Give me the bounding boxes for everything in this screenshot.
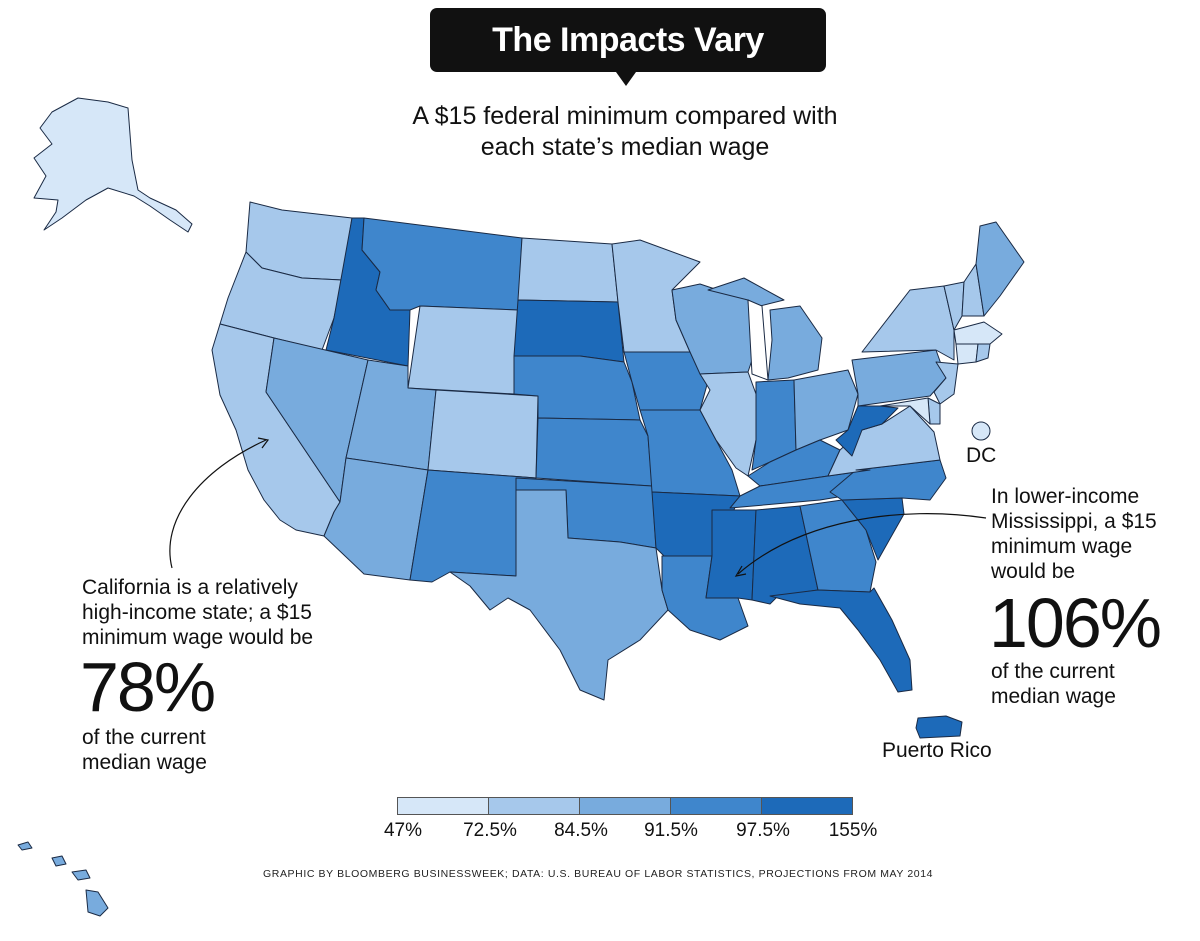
- state-OR[interactable]: [219, 251, 343, 351]
- ca-note-line-2: high-income state; a $15: [82, 601, 312, 624]
- ca-note-line-4: of the current: [82, 726, 206, 749]
- legend-tick-4: 91.5%: [644, 820, 698, 841]
- ca-note-value: 78%: [80, 648, 216, 726]
- legend-tick-2: 72.5%: [463, 820, 517, 841]
- ms-note-line-5: of the current: [991, 660, 1115, 683]
- state-SD[interactable]: [513, 299, 625, 363]
- california-arrowhead: [257, 437, 270, 449]
- state-HI-3[interactable]: [71, 869, 91, 881]
- state-KS[interactable]: [535, 417, 653, 487]
- state-MS[interactable]: [705, 509, 757, 601]
- legend-swatch-5: [761, 797, 853, 815]
- ms-note-line-1: In lower-income: [991, 485, 1140, 508]
- ca-note-line-1: California is a relatively: [82, 576, 298, 599]
- state-ND[interactable]: [517, 237, 619, 303]
- state-IL[interactable]: [699, 371, 757, 477]
- mississippi-arrowhead: [734, 565, 747, 577]
- state-CT[interactable]: [955, 343, 979, 365]
- ms-note-line-4: would be: [991, 560, 1076, 583]
- state-HI-4[interactable]: [85, 889, 109, 917]
- state-NY[interactable]: [861, 285, 955, 361]
- state-RI[interactable]: [975, 343, 991, 363]
- state-MI[interactable]: [767, 305, 823, 381]
- legend-swatch-4: [670, 797, 762, 815]
- state-MD[interactable]: [879, 397, 931, 425]
- lake-michigan: [747, 299, 769, 381]
- legend-bar: [397, 797, 853, 815]
- title-box: The Impacts Vary: [430, 8, 826, 86]
- subtitle-line-1: A $15 federal minimum compared with: [412, 102, 838, 130]
- mississippi-arrow: [737, 513, 987, 575]
- legend-tick-1: 47%: [383, 820, 423, 841]
- mississippi-annotation-tail: of the current median wage: [991, 659, 1116, 709]
- california-arrow: [169, 439, 267, 569]
- state-PR[interactable]: [915, 715, 963, 739]
- state-PA[interactable]: [851, 349, 947, 407]
- subtitle: A $15 federal minimum compared with each…: [330, 101, 920, 163]
- dc-label: DC: [966, 444, 997, 467]
- ms-note-line-6: median wage: [991, 685, 1116, 708]
- state-DC[interactable]: [971, 421, 991, 441]
- state-WV[interactable]: [835, 405, 899, 457]
- ca-note-line-5: median wage: [82, 751, 207, 774]
- legend-swatch-3: [579, 797, 671, 815]
- california-annotation: California is a relatively high-income s…: [82, 575, 313, 650]
- california-annotation-tail: of the current median wage: [82, 725, 207, 775]
- legend-swatch-1: [397, 797, 489, 815]
- state-MT[interactable]: [361, 217, 523, 311]
- ms-note-value: 106%: [989, 584, 1162, 662]
- state-HI[interactable]: [17, 841, 33, 851]
- legend-swatch-2: [488, 797, 580, 815]
- state-WY[interactable]: [407, 305, 519, 395]
- legend-tick-3: 84.5%: [554, 820, 608, 841]
- legend-tick-6: 155%: [828, 820, 878, 841]
- state-TX[interactable]: [449, 489, 669, 701]
- legend-tick-5: 97.5%: [736, 820, 790, 841]
- state-HI-2[interactable]: [51, 855, 67, 867]
- mississippi-annotation: In lower-income Mississippi, a $15 minim…: [991, 484, 1157, 584]
- state-MA[interactable]: [953, 321, 1003, 345]
- page-title: The Impacts Vary: [492, 20, 764, 59]
- ms-note-line-2: Mississippi, a $15: [991, 510, 1157, 533]
- state-AK[interactable]: [33, 97, 193, 233]
- state-MI-UP[interactable]: [707, 277, 785, 307]
- puerto-rico-label: Puerto Rico: [882, 739, 992, 762]
- state-FL[interactable]: [769, 587, 913, 693]
- subtitle-line-2: each state’s median wage: [480, 133, 770, 161]
- state-CO[interactable]: [427, 389, 539, 479]
- ca-note-line-3: minimum wage would be: [82, 626, 314, 649]
- ms-note-line-3: minimum wage: [991, 535, 1133, 558]
- credit-line: GRAPHIC BY BLOOMBERG BUSINESSWEEK; DATA:…: [263, 868, 934, 880]
- state-ME[interactable]: [975, 221, 1025, 317]
